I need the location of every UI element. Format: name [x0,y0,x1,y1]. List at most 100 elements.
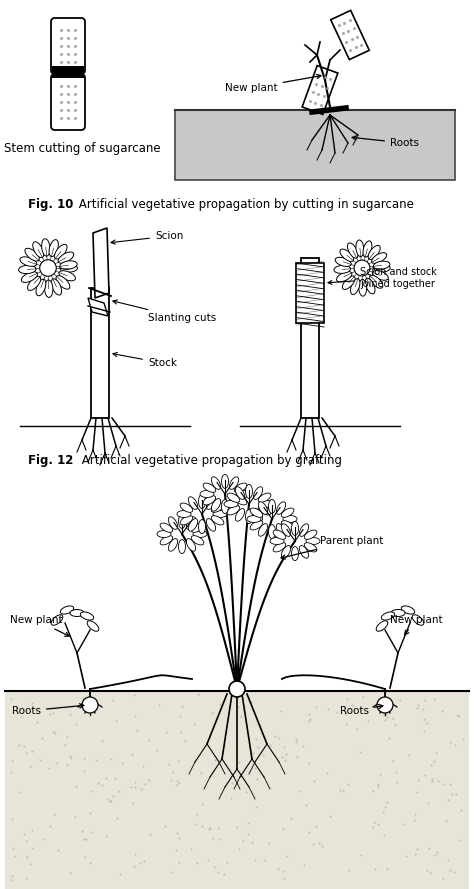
Ellipse shape [60,606,73,614]
Ellipse shape [282,546,291,558]
Ellipse shape [234,483,247,493]
Ellipse shape [236,491,250,498]
Ellipse shape [168,539,178,551]
Ellipse shape [282,524,291,536]
Circle shape [82,697,98,713]
Text: Roots: Roots [340,704,383,716]
Ellipse shape [365,278,375,294]
Text: Roots: Roots [12,704,84,716]
Ellipse shape [21,272,37,283]
Ellipse shape [391,610,405,616]
Ellipse shape [300,524,309,536]
Ellipse shape [227,506,240,515]
Ellipse shape [221,500,228,514]
Ellipse shape [258,524,268,536]
Ellipse shape [224,501,238,508]
Ellipse shape [45,280,53,298]
Ellipse shape [227,493,240,502]
Ellipse shape [70,610,84,616]
Bar [52,66,84,78]
Ellipse shape [36,279,46,296]
Ellipse shape [236,487,245,500]
FancyBboxPatch shape [51,18,85,74]
Ellipse shape [363,241,372,257]
Ellipse shape [168,517,178,529]
Ellipse shape [268,525,275,539]
Ellipse shape [211,516,224,525]
Ellipse shape [188,497,198,509]
Ellipse shape [374,261,390,269]
Bar [301,258,319,418]
Ellipse shape [87,621,99,631]
Ellipse shape [191,523,204,533]
Ellipse shape [59,271,75,281]
Ellipse shape [213,510,227,517]
Text: Scion: Scion [111,231,183,244]
Text: Slanting cuts: Slanting cuts [113,300,216,323]
Ellipse shape [304,542,317,552]
Ellipse shape [340,249,354,261]
FancyBboxPatch shape [51,74,85,130]
Ellipse shape [276,501,286,515]
Text: Stem cutting of sugarcane: Stem cutting of sugarcane [4,142,161,155]
Ellipse shape [337,271,352,282]
Circle shape [229,681,245,697]
Ellipse shape [250,521,263,530]
Ellipse shape [254,487,263,500]
Ellipse shape [42,239,50,256]
Ellipse shape [206,497,216,509]
Ellipse shape [49,240,58,257]
Ellipse shape [246,509,253,524]
Text: Roots: Roots [352,136,419,148]
Ellipse shape [342,276,355,290]
Ellipse shape [18,265,36,274]
Ellipse shape [273,542,286,552]
Polygon shape [331,11,369,60]
Ellipse shape [160,523,173,533]
Ellipse shape [347,243,358,258]
Ellipse shape [211,499,220,511]
Ellipse shape [306,538,320,544]
Circle shape [377,697,393,713]
Ellipse shape [250,509,263,517]
Text: Artificial vegetative propagation by cutting in sugarcane: Artificial vegetative propagation by cut… [75,198,414,211]
Ellipse shape [229,499,238,511]
Ellipse shape [292,547,299,561]
Ellipse shape [33,242,44,258]
Ellipse shape [373,270,388,280]
Ellipse shape [203,483,216,493]
Ellipse shape [273,530,286,540]
Ellipse shape [234,496,247,505]
Ellipse shape [180,503,193,512]
Bar [175,110,455,180]
Ellipse shape [292,522,299,535]
Ellipse shape [370,276,383,288]
Ellipse shape [334,266,351,274]
Ellipse shape [268,500,275,514]
Text: Fig. 10: Fig. 10 [28,198,73,211]
Ellipse shape [157,531,171,538]
Ellipse shape [51,279,62,295]
Ellipse shape [221,475,228,488]
Ellipse shape [258,501,268,515]
Ellipse shape [359,279,367,296]
Bar [91,288,109,418]
Polygon shape [302,66,338,115]
Ellipse shape [211,503,224,512]
Ellipse shape [254,509,263,521]
Ellipse shape [372,252,387,263]
Ellipse shape [186,539,196,551]
Ellipse shape [376,621,388,631]
Ellipse shape [246,485,253,499]
Text: Parent plant: Parent plant [281,536,383,559]
Text: Scion and stock
joined together: Scion and stock joined together [328,268,437,289]
Ellipse shape [160,536,173,545]
Ellipse shape [20,257,36,267]
Ellipse shape [58,252,74,263]
Ellipse shape [229,477,238,490]
Ellipse shape [304,530,317,540]
Ellipse shape [381,612,395,620]
Ellipse shape [258,493,271,502]
Circle shape [40,260,56,276]
Bar [5,691,469,889]
